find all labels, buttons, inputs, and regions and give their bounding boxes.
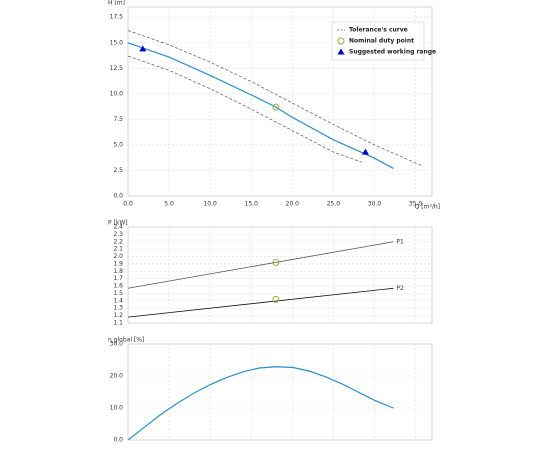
series-label: P1 <box>396 238 404 245</box>
y-tick-label: 17.5 <box>110 14 124 21</box>
y-tick-label: 1.7 <box>113 275 123 282</box>
legend-swatch <box>337 37 345 45</box>
y-axis-label: η global [%] <box>108 337 144 344</box>
x-tick-label: 30.0 <box>368 201 382 208</box>
x-tick-label: 5.0 <box>164 201 174 208</box>
y-tick-label: 0.0 <box>113 437 123 444</box>
y-tick-label: 7.5 <box>113 116 123 123</box>
y-tick-label: 15.0 <box>110 39 124 46</box>
y-tick-label: 10.0 <box>110 90 124 97</box>
legend-box <box>331 21 425 61</box>
y-tick-label: 20.0 <box>110 373 124 380</box>
y-tick-label: 12.5 <box>110 65 124 72</box>
y-tick-label: 1.4 <box>113 297 123 304</box>
x-tick-label: 20.0 <box>286 201 300 208</box>
y-tick-label: 1.2 <box>113 312 123 319</box>
y-tick-label: 30.0 <box>110 341 124 348</box>
y-tick-label: 1.3 <box>113 305 123 312</box>
x-tick-label: 15.0 <box>245 201 259 208</box>
y-tick-label: 10.0 <box>110 405 124 412</box>
y-tick-label: 1.6 <box>113 283 123 290</box>
y-tick-label: 2.5 <box>113 167 123 174</box>
y-tick-label: 2.0 <box>113 253 123 260</box>
y-tick-label: 2.2 <box>113 238 123 245</box>
y-tick-label: 2.4 <box>113 224 123 231</box>
duty-point <box>272 103 280 111</box>
y-axis-label: P [kW] <box>108 220 128 227</box>
legend-text: Tolerance's curve <box>349 27 408 34</box>
y-tick-label: 1.8 <box>113 268 123 275</box>
legend-text: Suggested working range <box>349 49 436 56</box>
tolerance-curve <box>127 55 363 163</box>
series-line <box>127 287 394 318</box>
working-range-marker <box>361 148 369 155</box>
duty-point <box>272 258 280 266</box>
legend-text: Nominal duty point <box>349 38 414 45</box>
tolerance-curve <box>127 30 422 166</box>
working-range-marker <box>139 45 147 52</box>
duty-point <box>272 295 280 303</box>
series-line <box>127 241 394 289</box>
plot-area <box>127 226 433 324</box>
x-tick-label: 0.0 <box>123 201 133 208</box>
y-tick-label: 1.9 <box>113 260 123 267</box>
legend-swatch <box>337 48 345 55</box>
y-tick-label: 1.5 <box>113 290 123 297</box>
x-axis-label: Q [m³/h] <box>415 204 440 211</box>
x-tick-label: 35.0 <box>409 201 423 208</box>
series-label: P2 <box>396 285 404 292</box>
y-tick-label: 2.3 <box>113 231 123 238</box>
y-tick-label: 5.0 <box>113 141 123 148</box>
y-tick-label: 1.1 <box>113 320 123 327</box>
x-tick-label: 10.0 <box>203 201 217 208</box>
series-line <box>127 366 394 441</box>
plot-area <box>127 343 433 441</box>
y-tick-label: 0.0 <box>113 193 123 200</box>
y-axis-label: H [m] <box>108 0 125 7</box>
head-curve <box>127 42 394 169</box>
x-tick-label: 25.0 <box>327 201 341 208</box>
y-tick-label: 2.1 <box>113 246 123 253</box>
